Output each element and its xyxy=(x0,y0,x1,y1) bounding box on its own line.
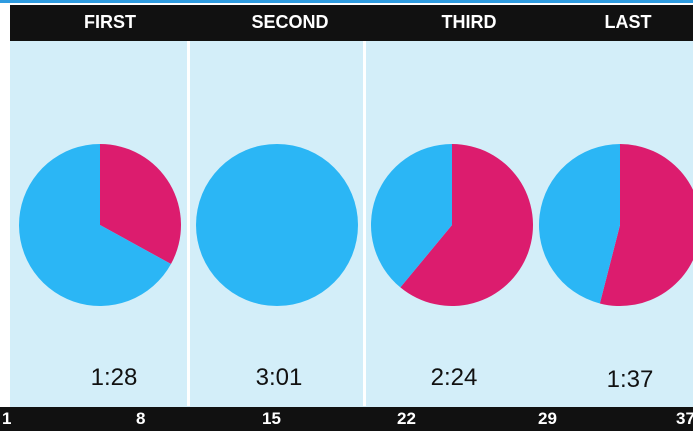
time-last: 1:37 xyxy=(606,366,654,393)
panel-divider xyxy=(187,41,190,406)
x-tick-label: 22 xyxy=(397,409,416,428)
pie-slice xyxy=(599,144,693,306)
x-tick-label: 8 xyxy=(136,409,146,428)
pie-slice xyxy=(400,144,533,307)
pie-slice xyxy=(100,144,181,265)
x-tick-label: 1 xyxy=(2,409,12,428)
pie-slice xyxy=(196,144,358,306)
pie-slice xyxy=(371,144,452,288)
header-bar: FIRST SECOND THIRD LAST xyxy=(10,5,693,41)
header-label-second: SECOND xyxy=(251,12,329,32)
top-accent-line xyxy=(0,0,693,3)
header-label-last: LAST xyxy=(604,12,652,32)
header-label-third: THIRD xyxy=(441,12,497,32)
pie-slice xyxy=(18,144,171,306)
time-second: 3:01 xyxy=(255,364,303,391)
x-tick-label: 15 xyxy=(262,409,281,428)
time-third: 2:24 xyxy=(430,364,478,391)
footer-axis: 1 8 15 22 29 37 xyxy=(0,407,693,431)
time-first: 1:28 xyxy=(90,364,138,391)
x-tick-label: 37 xyxy=(676,409,693,428)
header-label-first: FIRST xyxy=(84,12,136,32)
x-tick-label: 29 xyxy=(538,409,557,428)
pie-slice xyxy=(539,144,620,304)
panel-divider xyxy=(363,41,366,406)
